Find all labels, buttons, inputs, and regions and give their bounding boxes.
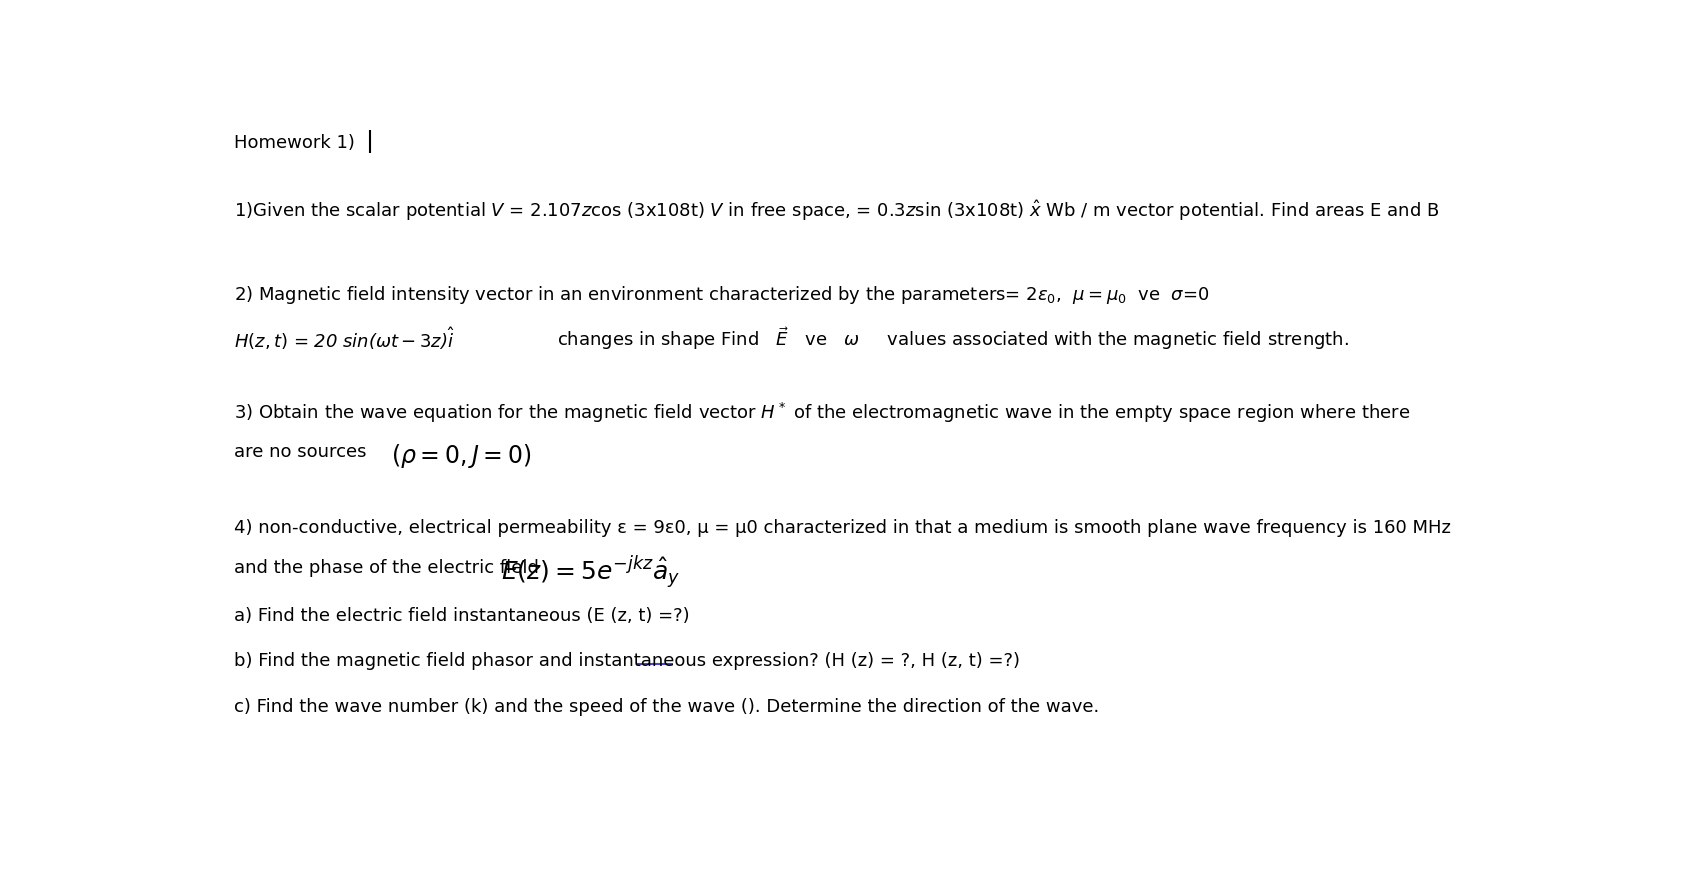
Text: c) Find the wave number (k) and the speed of the wave (). Determine the directio: c) Find the wave number (k) and the spee… bbox=[234, 697, 1099, 716]
Text: $E(z) = 5e^{-jkz}\hat{a}_y$: $E(z) = 5e^{-jkz}\hat{a}_y$ bbox=[500, 554, 679, 591]
Text: 3) Obtain the wave equation for the magnetic field vector $H^*$ of the electroma: 3) Obtain the wave equation for the magn… bbox=[234, 401, 1410, 424]
Text: 4) non-conductive, electrical permeability ε = 9ε0, μ = μ0 characterized in that: 4) non-conductive, electrical permeabili… bbox=[234, 518, 1451, 537]
Text: and the phase of the electric field: and the phase of the electric field bbox=[234, 559, 539, 577]
Text: b) Find the magnetic field phasor and instantaneous expression? (H (z) = ?, H (z: b) Find the magnetic field phasor and in… bbox=[234, 652, 1019, 669]
Text: changes in shape Find   $\vec{E}$   ve   $\omega$     values associated with the: changes in shape Find $\vec{E}$ ve $\ome… bbox=[556, 324, 1348, 352]
Text: 1)Given the scalar potential $V$ = 2.107$z$cos (3x108t) $V$ in free space, = 0.3: 1)Given the scalar potential $V$ = 2.107… bbox=[234, 197, 1439, 222]
Text: 2) Magnetic field intensity vector in an environment characterized by the parame: 2) Magnetic field intensity vector in an… bbox=[234, 283, 1210, 305]
Text: Homework 1): Homework 1) bbox=[234, 133, 356, 152]
Text: $(\rho = 0, J = 0)$: $(\rho = 0, J = 0)$ bbox=[391, 441, 531, 469]
Text: a) Find the electric field instantaneous (E (z, t) =?): a) Find the electric field instantaneous… bbox=[234, 606, 689, 624]
Text: are no sources: are no sources bbox=[234, 442, 367, 460]
Text: $H(z,t)$ = 20 sin($\omega t - 3z$)$\hat{i}$: $H(z,t)$ = 20 sin($\omega t - 3z$)$\hat{… bbox=[234, 324, 455, 352]
